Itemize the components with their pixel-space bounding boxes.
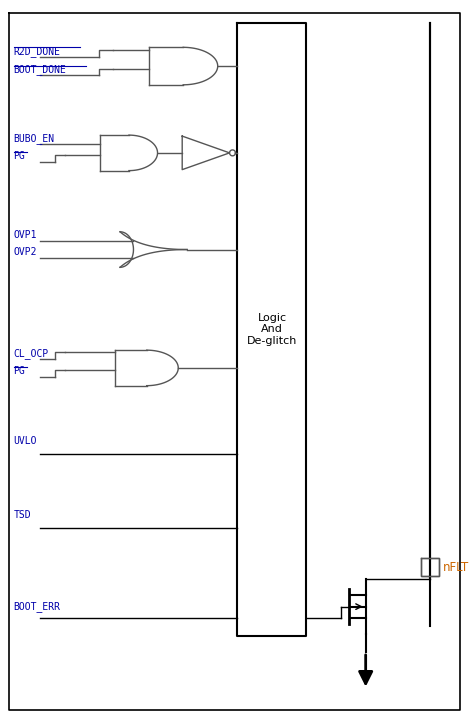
Text: PG: PG (14, 366, 25, 376)
Text: CL_OCP: CL_OCP (14, 348, 49, 359)
Text: R2D_DONE: R2D_DONE (14, 46, 61, 56)
Text: TSD: TSD (14, 510, 31, 520)
Text: BUBO_EN: BUBO_EN (14, 133, 55, 144)
Text: BOOT_DONE: BOOT_DONE (14, 64, 66, 75)
Text: OVP2: OVP2 (14, 247, 37, 257)
Text: BOOT_ERR: BOOT_ERR (14, 601, 61, 612)
Text: Logic
And
De-glitch: Logic And De-glitch (247, 313, 297, 346)
Bar (421, 558, 438, 576)
Text: PG: PG (14, 151, 25, 161)
Text: nFLT: nFLT (443, 560, 469, 573)
Text: UVLO: UVLO (14, 436, 37, 446)
Text: OVP1: OVP1 (14, 230, 37, 240)
